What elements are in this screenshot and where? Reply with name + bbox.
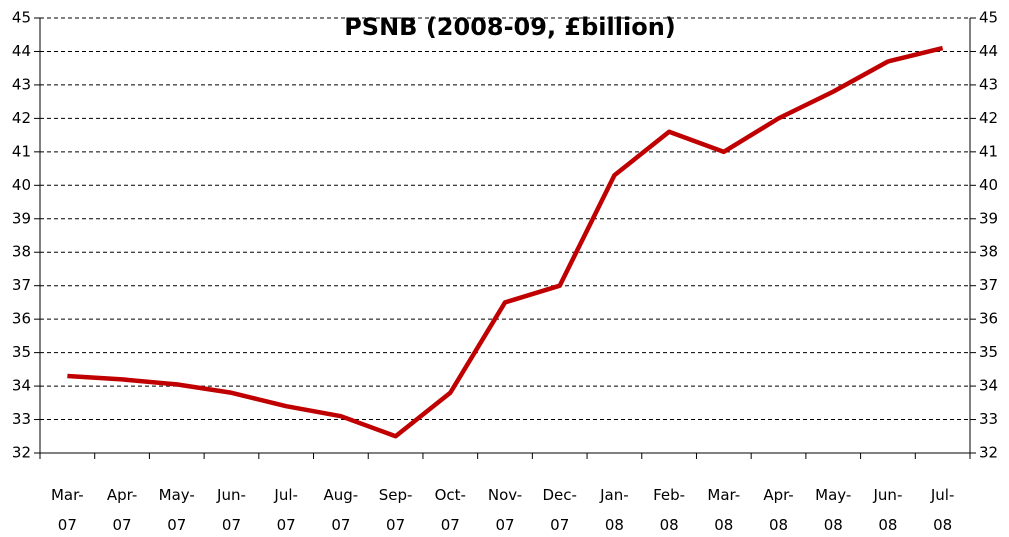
y-tick-label: 38 <box>12 243 31 261</box>
y-tick-label: 33 <box>12 410 31 428</box>
x-tick-label: Feb-08 <box>653 486 686 534</box>
y2-tick-label: 40 <box>979 176 998 194</box>
line-series <box>67 45 944 439</box>
y2-tick-label: 39 <box>979 209 998 227</box>
y-tick-label: 32 <box>12 444 31 462</box>
y-tick-label: 42 <box>12 109 31 127</box>
x-tick-label: Jun-07 <box>217 486 246 534</box>
y-tick-label: 41 <box>12 142 31 160</box>
y2-tick-label: 37 <box>979 276 998 294</box>
y-tick-label: 43 <box>12 75 31 93</box>
y2-tick-label: 42 <box>979 109 998 127</box>
x-tick-label: May-08 <box>815 486 852 534</box>
x-tick-label: Apr-08 <box>763 486 794 534</box>
y-tick-label: 34 <box>12 377 31 395</box>
x-tick-label: Jan-08 <box>600 486 629 534</box>
y-tick-label: 35 <box>12 343 31 361</box>
x-tick-label: Jul-07 <box>274 486 298 534</box>
x-tick-label: Aug-07 <box>323 486 359 534</box>
y-tick-label: 44 <box>12 42 31 60</box>
y-tick-label: 40 <box>12 176 31 194</box>
y-tick-label: 36 <box>12 310 31 328</box>
y2-tick-label: 33 <box>979 410 998 428</box>
x-tick-label: Sep-07 <box>378 486 413 534</box>
x-tick-label: Oct-07 <box>434 486 466 534</box>
y2-tick-label: 43 <box>979 75 998 93</box>
y2-tick-label: 45 <box>979 9 998 27</box>
y-tick-label: 39 <box>12 209 31 227</box>
y2-tick-label: 38 <box>979 243 998 261</box>
y2-tick-label: 34 <box>979 377 998 395</box>
y2-tick-label: 41 <box>979 142 998 160</box>
chart-title: PSNB (2008-09, £billion) <box>344 13 676 41</box>
x-tick-label: Nov-07 <box>487 486 523 534</box>
x-tick-label: Dec-07 <box>542 486 577 534</box>
y2-tick-label: 44 <box>979 42 998 60</box>
y2-tick-label: 36 <box>979 310 998 328</box>
x-tick-label: May-07 <box>158 486 195 534</box>
x-tick-label: Jul-08 <box>930 486 955 534</box>
y2-tick-label: 35 <box>979 343 998 361</box>
y-tick-label: 37 <box>12 276 31 294</box>
y2-tick-label: 32 <box>979 444 998 462</box>
x-tick-label: Jun-08 <box>873 486 903 534</box>
x-tick-label: Mar-07 <box>50 486 84 534</box>
x-tick-label: Apr-07 <box>106 486 138 534</box>
x-tick-label: Mar-08 <box>707 486 741 534</box>
y-tick-label: 45 <box>12 9 31 27</box>
